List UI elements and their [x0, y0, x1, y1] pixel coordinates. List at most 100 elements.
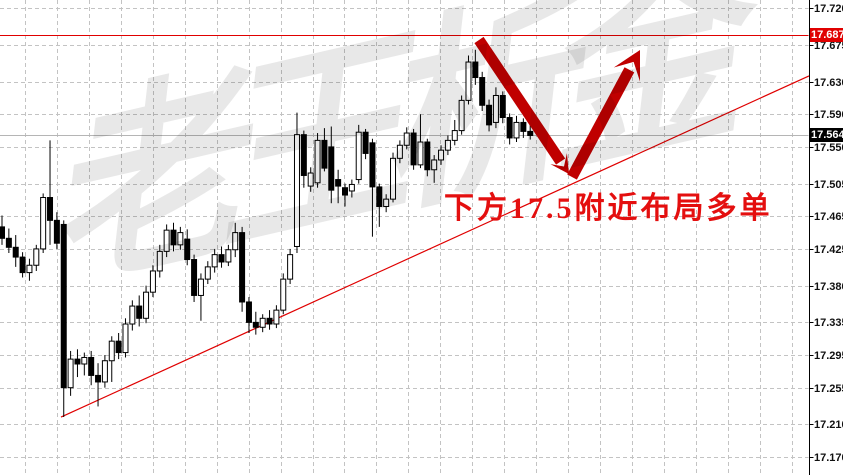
bear-candle-body: [5, 237, 12, 248]
bull-candle-body: [458, 99, 465, 132]
candle: [74, 349, 81, 378]
candle: [5, 228, 12, 254]
bull-candle-body: [513, 121, 520, 139]
bull-candle-body: [232, 232, 239, 251]
candle: [0, 215, 5, 245]
bull-candle-body: [259, 317, 266, 328]
bear-candle-body: [252, 321, 259, 328]
candle: [506, 113, 513, 145]
candle: [26, 258, 33, 281]
bull-candle-body: [273, 309, 280, 325]
candle: [101, 355, 108, 388]
candle: [479, 71, 486, 111]
bear-candle-body: [527, 130, 534, 136]
bear-candle-body: [266, 317, 273, 325]
bull-candle-body: [81, 356, 88, 365]
bull-candle-body: [492, 94, 499, 123]
bear-candle-body: [410, 132, 417, 166]
bull-candle-body: [465, 61, 472, 101]
candle: [108, 336, 115, 382]
candle: [486, 99, 493, 132]
bear-candle-body: [19, 256, 26, 274]
bull-candle-body: [438, 149, 445, 161]
candle: [143, 285, 150, 324]
candle: [492, 87, 499, 129]
candle: [355, 124, 362, 184]
price-tick-label: 17.720: [814, 2, 843, 15]
candle: [287, 248, 294, 285]
candle: [184, 229, 191, 266]
candle: [129, 300, 136, 331]
price-tick-label: 17.590: [814, 108, 843, 121]
candle: [417, 114, 424, 169]
candle: [95, 363, 102, 407]
candle: [163, 224, 170, 258]
trendline: [60, 75, 810, 418]
candle: [170, 222, 177, 252]
bear-candle-body: [335, 179, 342, 187]
price-tick-label: 17.170: [814, 451, 843, 464]
candle: [33, 244, 40, 271]
bull-candle-body: [177, 232, 184, 246]
candle: [410, 128, 417, 170]
candle: [273, 305, 280, 329]
candle: [40, 193, 47, 254]
candle: [348, 179, 355, 198]
candle: [472, 49, 479, 85]
bull-candle-body: [444, 139, 451, 151]
bear-candle-body: [184, 238, 191, 261]
price-tick-label: 17.550: [814, 141, 843, 154]
bull-candle-body: [129, 305, 136, 325]
annotation-text: 下方17.5附近布局多单: [444, 192, 773, 225]
candle: [115, 332, 122, 360]
bear-candle-body: [60, 223, 67, 389]
candle: [266, 310, 273, 330]
bear-candle-body: [12, 246, 19, 258]
bear-candle-body: [47, 197, 54, 221]
gridlines: [0, 0, 809, 475]
bear-candle-body: [136, 305, 143, 319]
bull-candle-body: [396, 144, 403, 159]
candle: [245, 297, 252, 333]
candle: [225, 244, 232, 267]
bull-candle-body: [383, 198, 390, 207]
candles-group: [0, 49, 534, 418]
candle: [60, 220, 67, 418]
candle: [280, 273, 287, 315]
candle: [424, 138, 431, 177]
candle: [444, 135, 451, 156]
bear-candle-body: [486, 104, 493, 126]
current-price-badge: 17.564: [810, 128, 843, 142]
price-tick-label: 17.295: [814, 349, 843, 362]
arrow-down-stroke: [474, 36, 566, 165]
candle: [293, 112, 300, 254]
candle: [342, 183, 348, 207]
bear-candle-body: [362, 131, 369, 154]
candle: [362, 128, 369, 160]
bull-candle-body: [293, 134, 300, 247]
trade-direction-arrow: [474, 36, 641, 180]
bull-candle-body: [225, 249, 232, 263]
bear-candle-body: [74, 358, 81, 365]
candle: [191, 254, 198, 302]
candle: [307, 167, 314, 192]
arrow-head: [613, 50, 641, 82]
arrow-head: [550, 153, 569, 174]
candle: [252, 311, 259, 335]
price-tick-label: 17.465: [814, 210, 843, 223]
bull-candle-body: [40, 197, 47, 250]
candle: [396, 140, 403, 164]
candle: [369, 138, 376, 237]
candle: [19, 252, 26, 278]
candle: [122, 318, 129, 358]
bull-candle-body: [156, 250, 163, 272]
bear-candle-body: [506, 117, 513, 139]
bear-candle-body: [300, 134, 307, 176]
bear-candle-body: [520, 121, 527, 132]
candle: [232, 222, 239, 258]
candle: [204, 261, 211, 285]
bull-candle-body: [122, 323, 129, 354]
bull-candle-body: [163, 229, 170, 252]
bull-candle-body: [143, 291, 150, 319]
